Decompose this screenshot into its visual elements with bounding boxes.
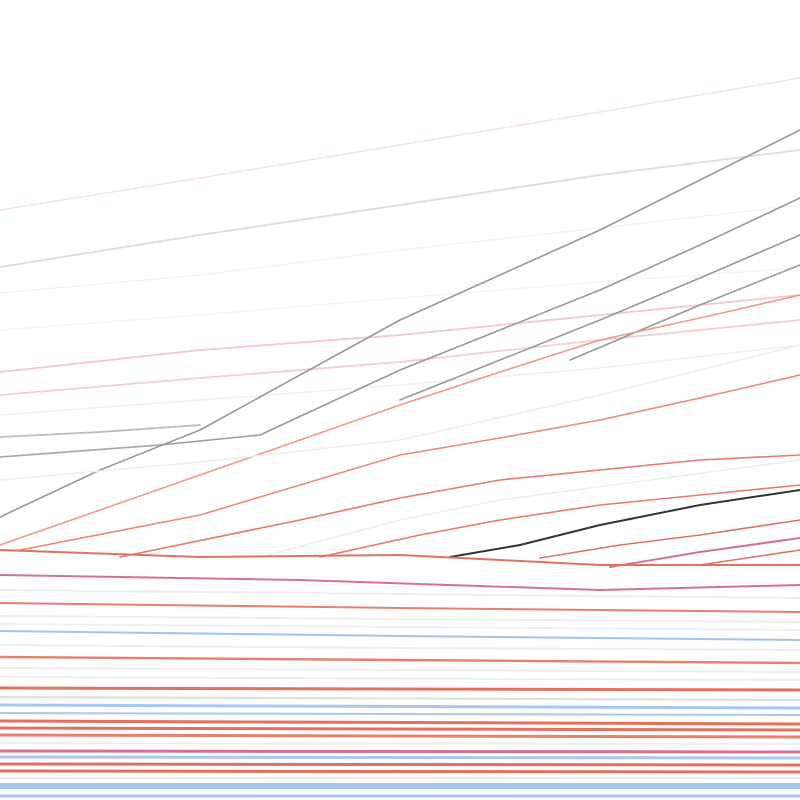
rising-strands xyxy=(0,77,800,568)
strand xyxy=(0,589,800,599)
strand xyxy=(0,655,800,665)
strand xyxy=(0,549,800,566)
strand xyxy=(0,630,800,641)
strand xyxy=(0,149,800,268)
strand xyxy=(0,769,800,774)
strand xyxy=(0,77,800,211)
strand xyxy=(0,602,800,613)
strand xyxy=(259,459,800,558)
strand xyxy=(0,294,800,373)
strand xyxy=(0,615,800,623)
strand xyxy=(0,204,800,294)
strand xyxy=(159,197,800,446)
strand xyxy=(0,444,161,458)
strand xyxy=(0,755,800,760)
strand xyxy=(0,294,800,546)
strand xyxy=(0,667,800,673)
strand xyxy=(0,733,800,739)
strand xyxy=(0,344,800,481)
strand xyxy=(0,344,800,416)
strand xyxy=(0,726,800,732)
strand xyxy=(0,719,800,726)
strand xyxy=(0,129,800,518)
strand xyxy=(609,537,800,568)
strand xyxy=(19,374,800,551)
strand xyxy=(119,454,800,558)
strand xyxy=(0,676,800,681)
strand xyxy=(449,489,800,558)
strand xyxy=(0,574,800,591)
strand xyxy=(0,712,800,716)
horizontal-band xyxy=(0,549,800,798)
strand xyxy=(0,696,800,701)
strand xyxy=(0,749,800,754)
strand xyxy=(0,686,800,692)
strand xyxy=(0,424,201,438)
strand xyxy=(399,234,800,401)
strand xyxy=(0,267,800,331)
strand xyxy=(319,484,800,558)
strand xyxy=(0,623,800,631)
strand xyxy=(539,519,800,559)
strand xyxy=(569,264,800,361)
strand xyxy=(699,549,800,566)
strand xyxy=(0,742,800,745)
strand xyxy=(0,319,800,396)
strand xyxy=(0,762,800,767)
strand xyxy=(0,644,800,651)
strand xyxy=(0,703,800,710)
